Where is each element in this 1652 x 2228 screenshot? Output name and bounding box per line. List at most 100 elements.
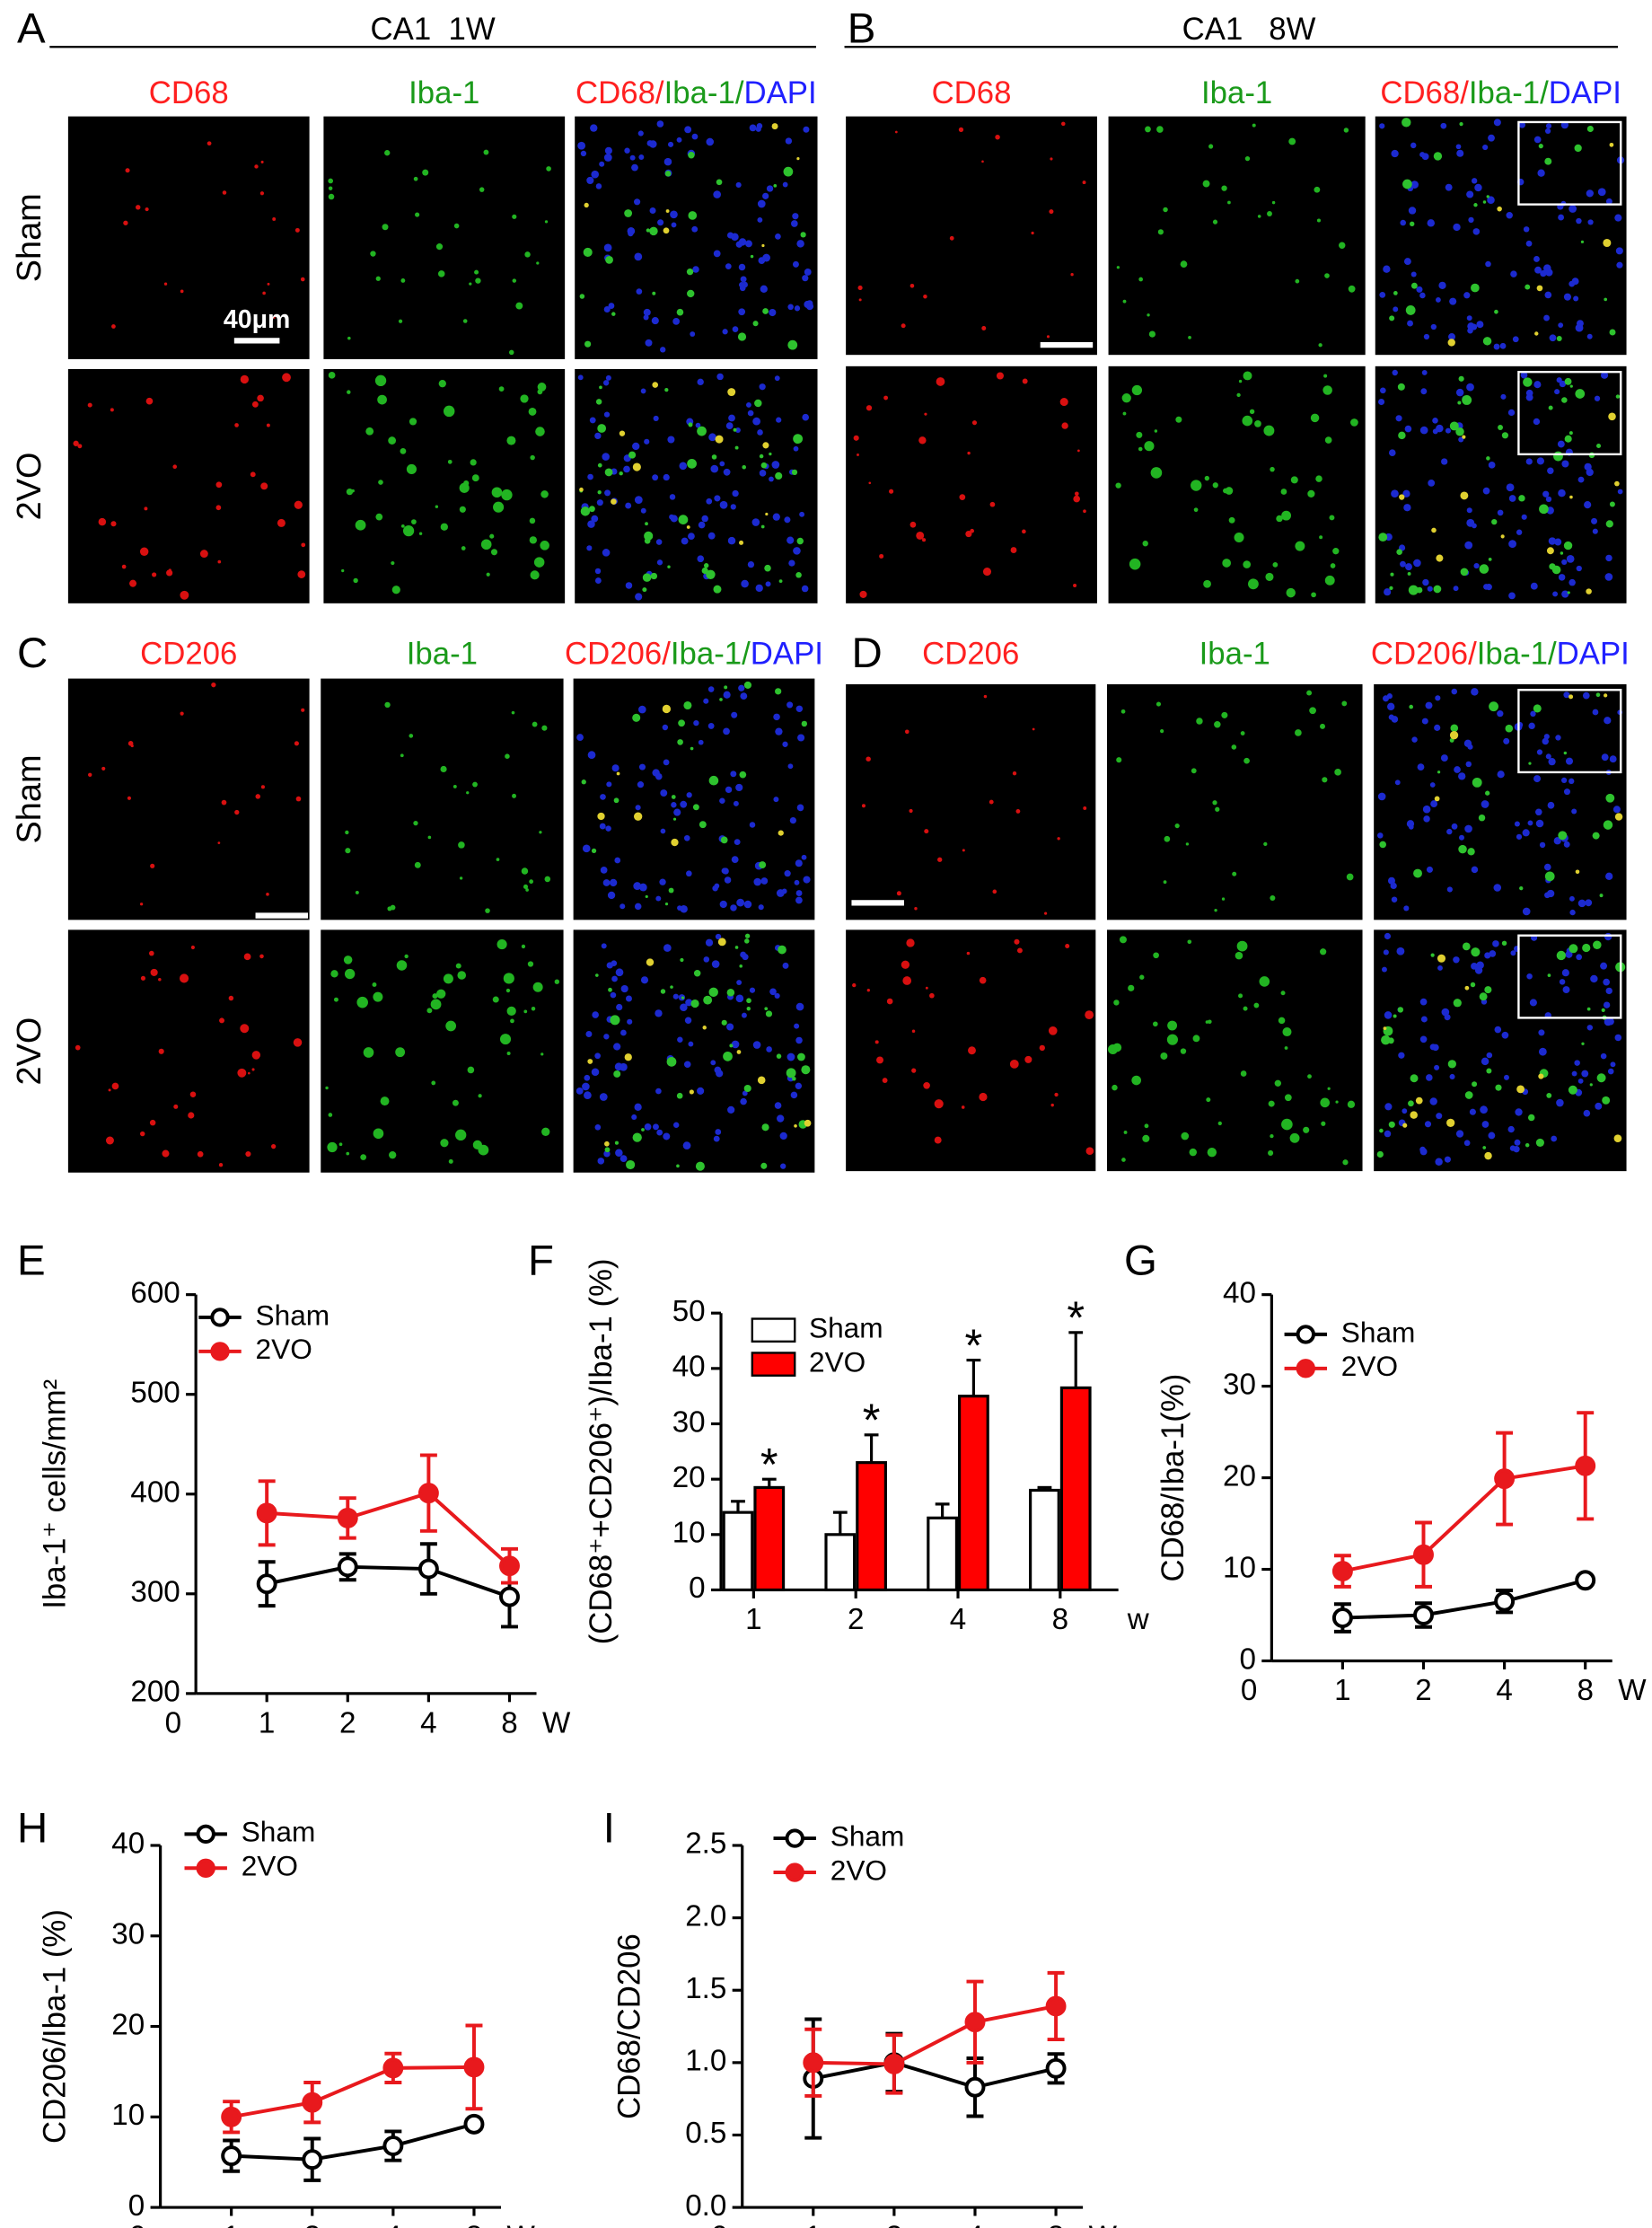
cell [1433, 585, 1442, 594]
cell [732, 326, 739, 332]
cell [625, 502, 632, 509]
inset-box [1517, 934, 1622, 1019]
inset-box [1517, 370, 1622, 456]
cell [585, 1030, 593, 1037]
cell [632, 442, 640, 451]
cell [418, 532, 423, 535]
cell [1473, 562, 1480, 569]
cell [596, 499, 603, 506]
cell [710, 464, 719, 473]
cell [794, 1023, 800, 1029]
cell [733, 427, 737, 432]
cell [1455, 388, 1464, 397]
cell [530, 454, 535, 461]
cell [355, 890, 359, 894]
cell [599, 823, 606, 830]
cell [486, 572, 490, 577]
cell [923, 1081, 930, 1089]
cell [1240, 731, 1245, 735]
cell [1252, 583, 1257, 586]
cell [1474, 966, 1483, 974]
cell [1167, 1020, 1178, 1031]
cell [656, 120, 664, 128]
cell [1445, 183, 1453, 191]
x-origin-label: 0 [711, 2221, 727, 2228]
cell [1604, 297, 1608, 302]
cell [633, 198, 641, 206]
channel-label-part: DAPI [1549, 76, 1621, 110]
cell [1070, 273, 1074, 277]
cell [1610, 1061, 1616, 1068]
cell [1410, 282, 1418, 289]
cell [692, 804, 699, 811]
row-label: Sham [11, 193, 48, 282]
cell [671, 222, 677, 228]
cell [794, 1123, 797, 1128]
cell [1525, 240, 1533, 247]
cell [1389, 315, 1395, 321]
cell [584, 340, 592, 348]
cell [723, 691, 731, 699]
cell [968, 1046, 976, 1055]
cell [1563, 841, 1570, 848]
cell [1522, 907, 1531, 916]
cell [1076, 449, 1080, 453]
cell [1569, 431, 1573, 436]
cell [706, 137, 715, 146]
cell [1221, 711, 1228, 718]
cell [734, 445, 739, 450]
cell [471, 474, 479, 482]
cell [436, 989, 446, 999]
cell [901, 960, 910, 969]
cell [1320, 1097, 1331, 1108]
cell [1510, 270, 1517, 277]
cell [723, 727, 730, 735]
cell [1535, 819, 1544, 828]
cell [751, 518, 760, 526]
cell [876, 1056, 883, 1064]
cell [652, 291, 656, 295]
cell [610, 991, 617, 999]
cell [372, 982, 377, 987]
cell [1601, 753, 1609, 762]
cell [1483, 584, 1489, 590]
cell [375, 513, 383, 521]
cell [1563, 788, 1570, 796]
cell [1458, 436, 1464, 443]
cell [217, 559, 222, 564]
cell [490, 549, 498, 556]
cell [1188, 335, 1191, 339]
cell [1113, 1000, 1120, 1006]
cell [1561, 969, 1569, 977]
cell [680, 957, 684, 963]
cell [774, 375, 780, 382]
cell [746, 1006, 751, 1011]
cell [667, 436, 675, 444]
cell [1609, 329, 1616, 336]
cell [1549, 334, 1557, 342]
cell [1575, 323, 1584, 332]
cell [730, 504, 736, 510]
cell [793, 547, 801, 555]
cell [1469, 1108, 1476, 1115]
cell [1203, 579, 1211, 588]
cell [1525, 1142, 1530, 1148]
cell [625, 995, 632, 1002]
cell [1466, 383, 1474, 392]
cell [248, 1071, 250, 1075]
cell [1604, 573, 1613, 581]
cell [1243, 560, 1252, 568]
channel-label: CD68/Iba-1/DAPI [1380, 76, 1621, 110]
cell [1501, 1031, 1509, 1039]
cell [384, 701, 391, 709]
cell [582, 844, 591, 853]
cell [1613, 1134, 1622, 1143]
cell [1144, 1123, 1149, 1129]
cell [742, 954, 749, 961]
channel-label-part: Iba-1/ [1469, 76, 1549, 110]
cell [1564, 435, 1572, 443]
micrograph [67, 929, 310, 1173]
cell [544, 220, 549, 224]
point [463, 2113, 485, 2135]
cell [795, 705, 804, 713]
